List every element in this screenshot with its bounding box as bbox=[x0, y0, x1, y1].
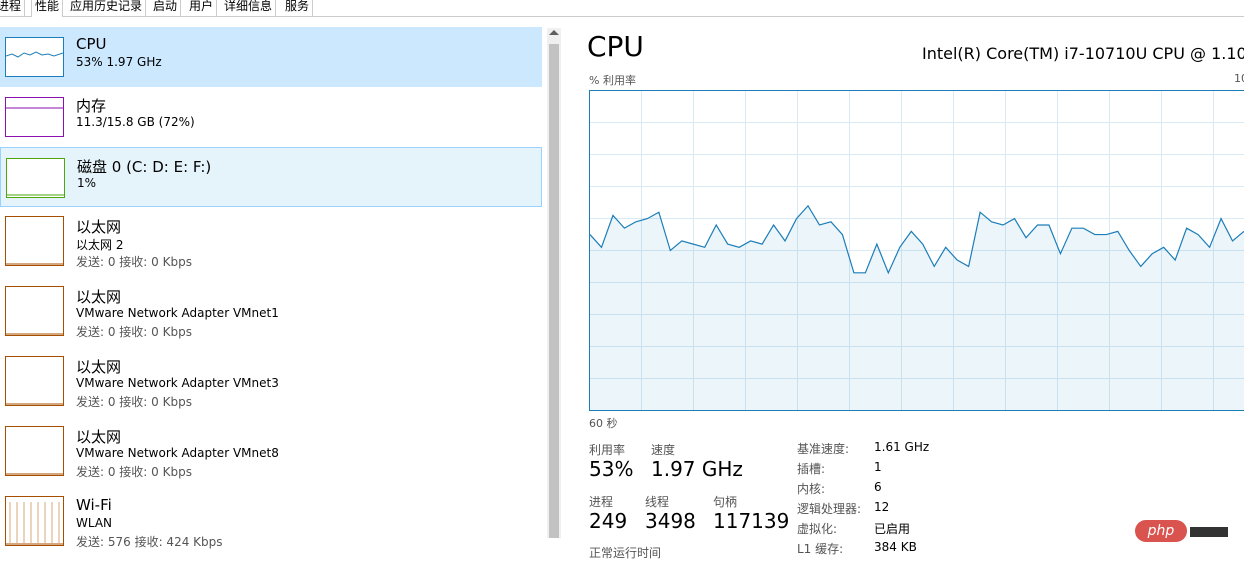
thumbnail-line bbox=[7, 194, 64, 196]
scroll-up[interactable] bbox=[549, 30, 559, 35]
stat-label: 句柄 bbox=[713, 495, 738, 509]
sidebar-item[interactable]: CPU 53% 1.97 GHz bbox=[0, 27, 542, 87]
spec-value: 6 bbox=[874, 480, 882, 494]
tab[interactable]: 进程 bbox=[0, 0, 26, 16]
sidebar-item[interactable]: 以太网以太网 2 发送: 0 接收: 0 Kbps bbox=[0, 213, 542, 283]
thumbnail bbox=[5, 97, 64, 137]
spec-label: 插槽: bbox=[797, 462, 826, 476]
spec-value: 1 bbox=[874, 460, 882, 474]
item-rate: 发送: 576 接收: 424 Kbps bbox=[76, 535, 223, 549]
thumbnail-line bbox=[5, 51, 64, 58]
thumbnail-line bbox=[6, 263, 63, 265]
item-title: 以太网 bbox=[76, 358, 122, 376]
tab[interactable]: 用户 bbox=[186, 0, 218, 16]
spec-value: 1.61 GHz bbox=[874, 440, 930, 454]
graph-frame bbox=[589, 90, 1244, 411]
stat-value: 249 bbox=[589, 509, 628, 533]
sidebar-item[interactable]: 以太网 VMware Network Adapter VMnet8 发送: 0 接收… bbox=[0, 423, 542, 493]
item-title: 以太网 bbox=[76, 428, 122, 446]
item-detail: 53% 1.97 GHz bbox=[76, 55, 162, 69]
uptime-label: 正常运行时间 bbox=[589, 546, 662, 560]
cpu-model: Intel(R) Core(TM) i7-10710U CPU @ 1.10GH… bbox=[922, 44, 1244, 63]
item-rate: 发送: 0 接收: 0 Kbps bbox=[76, 395, 192, 409]
thumbnail bbox=[5, 216, 64, 266]
thumbnail bbox=[5, 356, 64, 406]
thumbnail-line bbox=[6, 107, 63, 109]
tab[interactable]: 应用历史记录 bbox=[67, 0, 147, 16]
item-title: CPU bbox=[76, 35, 107, 53]
spec-value: 384 KB bbox=[874, 540, 917, 554]
sidebar-item[interactable]: Wi-Fi WLAN 发送: 576 接收: 424 Kbps bbox=[0, 493, 542, 563]
item-rate: 发送: 0 接收: 0 Kbps bbox=[76, 465, 192, 479]
item-detail: VMware Network Adapter VMnet1 bbox=[76, 306, 279, 320]
spec-label: 内核: bbox=[797, 482, 826, 496]
tab[interactable]: 服务 bbox=[282, 0, 314, 16]
stat-value: 53% bbox=[589, 457, 634, 481]
spec-label: 基准速度: bbox=[797, 442, 850, 456]
item-title: 以太网 bbox=[76, 218, 122, 236]
thumbnail-line bbox=[6, 473, 63, 475]
item-detail: 1% bbox=[77, 176, 97, 190]
tab-border bbox=[0, 16, 1244, 17]
item-detail: 11.3/15.8 GB (72%) bbox=[76, 115, 195, 129]
spec-label: 逻辑处理器: bbox=[797, 502, 862, 516]
y-label: % 利用率 bbox=[589, 74, 636, 87]
tab[interactable]: 性能 bbox=[31, 0, 64, 17]
spec-value: 12 bbox=[874, 500, 890, 514]
thumbnail bbox=[5, 37, 64, 77]
cpu-line bbox=[589, 204, 1244, 275]
stat-label: 进程 bbox=[589, 495, 614, 509]
thumbnail-trace bbox=[5, 51, 64, 58]
thumbnail bbox=[6, 158, 65, 198]
item-title: Wi-Fi bbox=[76, 496, 112, 514]
stat-label: 利用率 bbox=[589, 443, 626, 457]
thumbnail bbox=[5, 496, 64, 546]
thumbnail-line bbox=[6, 403, 63, 405]
stat-value: 3498 bbox=[645, 509, 696, 533]
spec-value: 已启用 bbox=[874, 522, 911, 536]
sidebar-item[interactable]: 磁盘 0 (C: D: E: F:) 1% bbox=[0, 147, 542, 207]
sidebar-item[interactable]: 以太网 VMware Network Adapter VMnet3 发送: 0 接收… bbox=[0, 353, 542, 423]
item-title: 以太网 bbox=[76, 288, 122, 306]
sidebar-item[interactable]: 以太网 VMware Network Adapter VMnet1 发送: 0 接收… bbox=[0, 283, 542, 353]
spec-label: 虚拟化: bbox=[797, 522, 838, 536]
item-detail: 以太网 2 bbox=[76, 238, 124, 252]
scrollbar-thumb[interactable] bbox=[549, 44, 559, 538]
watermark: php bbox=[1135, 520, 1187, 542]
watermark-bar bbox=[1190, 527, 1228, 537]
thumbnail bbox=[5, 426, 64, 476]
thumbnail bbox=[5, 286, 64, 336]
x-label: 60 秒 bbox=[589, 417, 618, 430]
item-detail: WLAN bbox=[76, 516, 113, 530]
sidebar-item[interactable]: 内存 11.3/15.8 GB (72%) bbox=[0, 87, 542, 147]
stat-value: 1.97 GHz bbox=[651, 457, 743, 481]
item-detail: VMware Network Adapter VMnet8 bbox=[76, 446, 279, 460]
cpu-area bbox=[590, 205, 1244, 410]
item-title: 内存 bbox=[76, 97, 107, 115]
stat-label: 速度 bbox=[651, 443, 676, 457]
stat-value: 117139 bbox=[713, 509, 790, 533]
item-rate: 发送: 0 接收: 0 Kbps bbox=[76, 325, 192, 339]
y-max-label: 100% bbox=[1234, 72, 1244, 85]
tab[interactable]: 详细信息 bbox=[221, 0, 277, 16]
item-detail: VMware Network Adapter VMnet3 bbox=[76, 376, 279, 390]
thumbnail-line bbox=[6, 333, 63, 335]
stat-label: 线程 bbox=[645, 495, 670, 509]
item-rate: 发送: 0 接收: 0 Kbps bbox=[76, 255, 192, 269]
thumbnail-line bbox=[6, 502, 63, 545]
spec-label: L1 缓存: bbox=[797, 542, 844, 556]
tab[interactable]: 启动 bbox=[150, 0, 182, 16]
item-title: 磁盘 0 (C: D: E: F:) bbox=[77, 158, 212, 176]
header-title: CPU bbox=[587, 30, 644, 63]
